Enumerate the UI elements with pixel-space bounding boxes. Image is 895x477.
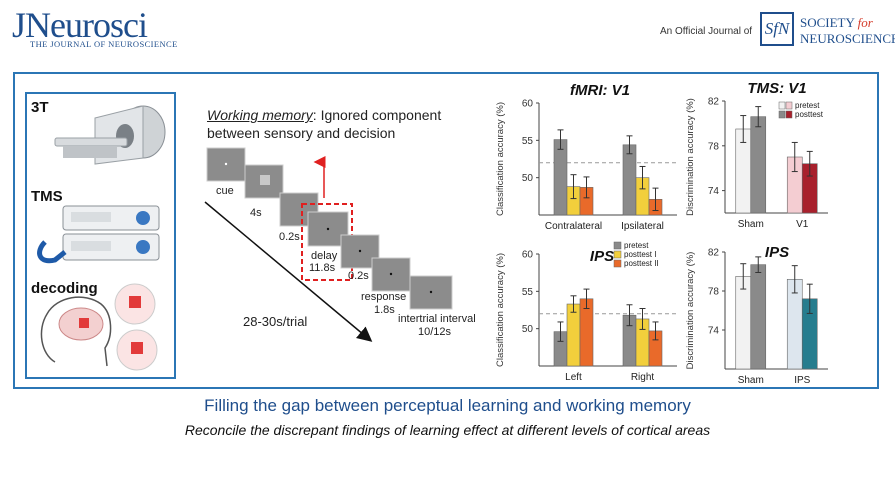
label-cue: cue	[216, 185, 234, 197]
task-heading: Working memory: Ignored component	[207, 107, 442, 123]
tms-device-icon	[37, 205, 160, 264]
label-10-12s: 10/12s	[418, 326, 452, 338]
methods-panel	[25, 92, 176, 379]
method-label-decoding: decoding	[31, 280, 98, 297]
label-11-8s: 11.8s	[309, 262, 336, 274]
sfn-logo: SfN	[760, 12, 794, 46]
label-delay: delay	[311, 250, 338, 262]
official-journal-text: An Official Journal of	[660, 26, 753, 37]
figure-subtitle: Reconcile the discrepant findings of lea…	[184, 422, 711, 438]
label-4s: 4s	[250, 207, 262, 219]
label-iti: intertrial interval	[398, 313, 476, 325]
figure-title: Filling the gap between perceptual learn…	[204, 396, 691, 415]
brain-decoding-icon	[40, 283, 158, 371]
mri-scanner-icon	[54, 105, 166, 165]
screen-iti	[409, 275, 453, 310]
label-0-2s-a: 0.2s	[279, 231, 300, 243]
task-sequence-diagram	[204, 147, 453, 342]
journal-logo: JNeurosci	[12, 5, 148, 45]
task-heading-line2: between sensory and decision	[207, 125, 396, 141]
label-1-8s: 1.8s	[374, 304, 395, 316]
trial-length: 28-30s/trial	[243, 314, 308, 329]
sfn-name-line1: SOCIETY for	[800, 15, 873, 30]
sfn-name-line2: NEUROSCIENCE	[800, 31, 895, 46]
figure-frame	[13, 72, 879, 389]
method-label-tms: TMS	[31, 188, 63, 205]
methods-illustrations	[37, 105, 166, 371]
journal-subtitle: THE JOURNAL OF NEUROSCIENCE	[30, 39, 178, 49]
label-0-2s-b: 0.2s	[348, 270, 369, 282]
label-response: response	[361, 291, 407, 303]
time-arrow	[204, 201, 373, 342]
method-label-3t: 3T	[31, 99, 49, 116]
